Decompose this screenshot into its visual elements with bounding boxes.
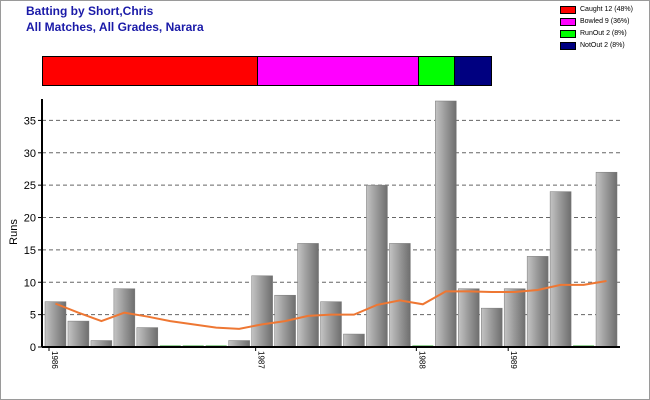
x-year-label: 1987 bbox=[257, 351, 266, 369]
legend-item: RunOut 2 (8%) bbox=[560, 28, 633, 39]
bar bbox=[549, 191, 572, 348]
bar bbox=[503, 288, 526, 348]
x-year-label: 1989 bbox=[509, 351, 518, 369]
bar bbox=[343, 333, 365, 348]
x-axis-year-labels: 1986 1987 1988 1989 bbox=[48, 347, 518, 369]
bar bbox=[67, 320, 90, 348]
bar bbox=[44, 301, 67, 348]
x-year-label: 1988 bbox=[417, 351, 426, 369]
stacked-segment bbox=[43, 57, 259, 85]
y-axis-ticks: 0 5 10 15 20 25 30 35 bbox=[24, 115, 42, 354]
legend-label: Bowled 9 (36%) bbox=[580, 18, 630, 25]
x-year-label: 1986 bbox=[50, 351, 59, 369]
chart-subtitle: All Matches, All Grades, Narara bbox=[26, 20, 204, 34]
legend-item: Bowled 9 (36%) bbox=[560, 16, 633, 27]
bar bbox=[113, 288, 136, 348]
trend-line bbox=[55, 279, 607, 330]
legend: Caught 12 (48%) Bowled 9 (36%) RunOut 2 (8… bbox=[560, 4, 633, 52]
axes bbox=[41, 99, 620, 348]
legend-label: RunOut 2 (8%) bbox=[580, 30, 627, 37]
bar bbox=[251, 275, 273, 348]
bar bbox=[480, 307, 503, 348]
chart-title: Batting by Short,Chris bbox=[26, 4, 154, 18]
legend-swatch bbox=[560, 29, 576, 38]
bar bbox=[458, 288, 480, 348]
legend-swatch bbox=[560, 41, 576, 50]
bars bbox=[44, 100, 618, 348]
y-tick-label: 20 bbox=[24, 213, 36, 225]
y-tick-label: 15 bbox=[24, 245, 36, 257]
stacked-segment bbox=[258, 57, 420, 85]
y-tick-label: 35 bbox=[24, 115, 36, 127]
legend-item: NotOut 2 (8%) bbox=[560, 40, 633, 51]
trend-polyline bbox=[55, 279, 607, 330]
legend-swatch bbox=[560, 17, 576, 26]
y-tick-label: 25 bbox=[24, 180, 36, 192]
stacked-segment bbox=[419, 57, 456, 85]
bar bbox=[297, 243, 319, 348]
bar bbox=[366, 184, 388, 348]
dismissal-stacked-bar bbox=[42, 56, 492, 86]
bar bbox=[320, 301, 342, 348]
legend-item: Caught 12 (48%) bbox=[560, 4, 633, 15]
bar bbox=[389, 243, 411, 348]
y-tick-label: 10 bbox=[24, 277, 36, 289]
legend-label: Caught 12 (48%) bbox=[580, 6, 633, 13]
bar bbox=[526, 256, 549, 348]
y-tick-label: 30 bbox=[24, 148, 36, 160]
y-tick-label: 5 bbox=[30, 310, 36, 322]
bar bbox=[595, 171, 618, 348]
bar bbox=[435, 100, 457, 348]
bar bbox=[136, 327, 159, 348]
stacked-segment bbox=[455, 57, 491, 85]
y-axis-label: Runs bbox=[8, 219, 20, 245]
legend-swatch bbox=[560, 5, 576, 14]
legend-label: NotOut 2 (8%) bbox=[580, 42, 625, 49]
y-tick-label: 0 bbox=[30, 342, 36, 354]
